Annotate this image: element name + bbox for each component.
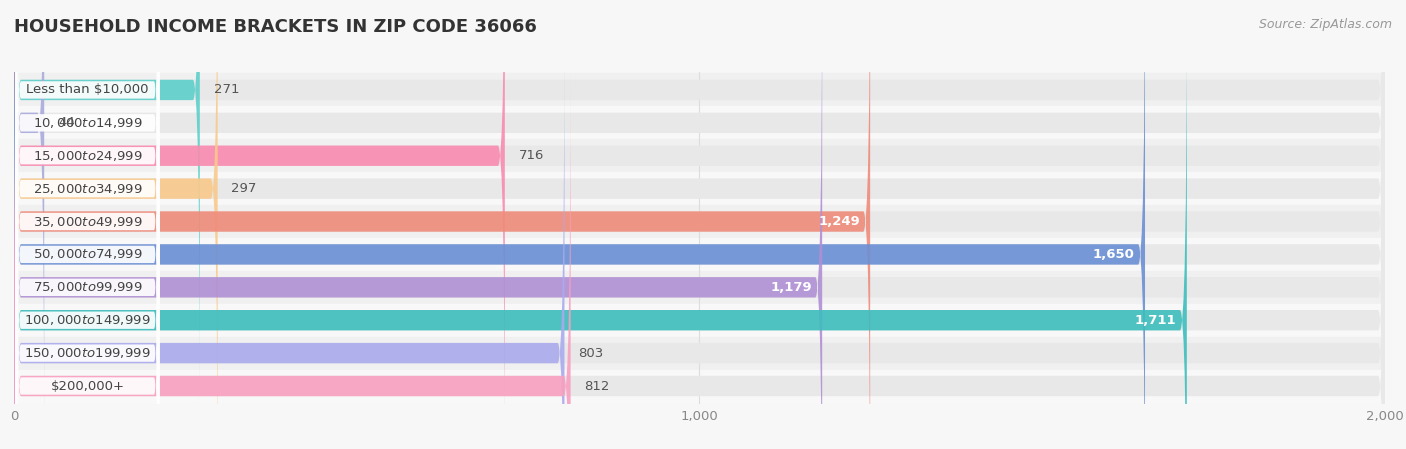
Text: HOUSEHOLD INCOME BRACKETS IN ZIP CODE 36066: HOUSEHOLD INCOME BRACKETS IN ZIP CODE 36… [14,18,537,36]
Text: 1,650: 1,650 [1092,248,1135,261]
Text: 44: 44 [58,116,75,129]
Text: 803: 803 [578,347,603,360]
FancyBboxPatch shape [15,0,159,449]
Text: Source: ZipAtlas.com: Source: ZipAtlas.com [1258,18,1392,31]
Text: $100,000 to $149,999: $100,000 to $149,999 [24,313,150,327]
Text: $15,000 to $24,999: $15,000 to $24,999 [32,149,142,163]
Text: $50,000 to $74,999: $50,000 to $74,999 [32,247,142,261]
Text: 1,711: 1,711 [1135,314,1177,327]
Bar [14,238,1385,271]
Bar [14,337,1385,370]
FancyBboxPatch shape [14,1,1385,449]
Bar [14,106,1385,139]
Bar [14,139,1385,172]
FancyBboxPatch shape [15,99,159,449]
Text: 716: 716 [519,149,544,162]
FancyBboxPatch shape [14,1,1187,449]
FancyBboxPatch shape [14,34,564,449]
Bar [14,304,1385,337]
Text: $25,000 to $34,999: $25,000 to $34,999 [32,182,142,196]
FancyBboxPatch shape [14,0,200,409]
FancyBboxPatch shape [15,0,159,449]
FancyBboxPatch shape [14,0,505,449]
FancyBboxPatch shape [14,67,1385,449]
Text: $200,000+: $200,000+ [51,379,124,392]
Text: $75,000 to $99,999: $75,000 to $99,999 [32,280,142,294]
FancyBboxPatch shape [15,0,159,443]
FancyBboxPatch shape [15,0,159,377]
FancyBboxPatch shape [14,0,1385,449]
Text: 297: 297 [232,182,257,195]
FancyBboxPatch shape [14,0,1385,449]
FancyBboxPatch shape [14,0,218,449]
Bar [14,205,1385,238]
Text: 1,249: 1,249 [818,215,860,228]
FancyBboxPatch shape [14,0,870,449]
Text: $35,000 to $49,999: $35,000 to $49,999 [32,215,142,229]
Text: 271: 271 [214,84,239,97]
Bar [14,172,1385,205]
FancyBboxPatch shape [15,132,159,449]
FancyBboxPatch shape [14,0,1385,409]
Bar [14,271,1385,304]
FancyBboxPatch shape [14,0,823,449]
FancyBboxPatch shape [15,0,159,344]
Text: Less than $10,000: Less than $10,000 [27,84,149,97]
FancyBboxPatch shape [15,66,159,449]
FancyBboxPatch shape [14,34,1385,449]
Text: 812: 812 [585,379,610,392]
Text: $10,000 to $14,999: $10,000 to $14,999 [32,116,142,130]
Bar [14,370,1385,402]
FancyBboxPatch shape [14,67,571,449]
FancyBboxPatch shape [14,0,1385,449]
FancyBboxPatch shape [15,33,159,449]
FancyBboxPatch shape [14,0,1385,449]
Text: $150,000 to $199,999: $150,000 to $199,999 [24,346,150,360]
FancyBboxPatch shape [15,0,159,410]
Bar [14,74,1385,106]
FancyBboxPatch shape [14,0,1144,449]
Text: 1,179: 1,179 [770,281,811,294]
FancyBboxPatch shape [14,0,1385,449]
FancyBboxPatch shape [14,0,44,442]
FancyBboxPatch shape [14,0,1385,442]
